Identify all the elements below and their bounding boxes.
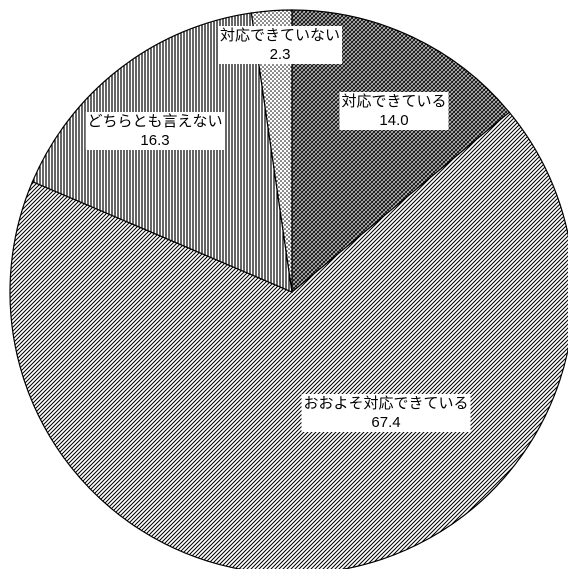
data-label-value: 2.3 [270, 46, 291, 63]
data-label-2: おおよそ対応できている 67.4 [301, 394, 471, 432]
pie-slice-3 [31, 12, 293, 293]
data-label-value: 16.3 [140, 132, 169, 149]
pie-slice-1 [291, 9, 511, 294]
data-label-4: 対応できていない 2.3 [217, 26, 343, 64]
data-label-category: どちらとも言えない [87, 113, 222, 130]
data-label-background [85, 112, 225, 150]
data-label-background [301, 394, 471, 432]
data-label-category: 対応できている [341, 93, 446, 110]
data-label-category: 対応できていない [220, 27, 340, 44]
data-label-background [217, 26, 343, 64]
pie-slice-4 [250, 9, 293, 293]
data-label-3: どちらとも言えない 16.3 [85, 112, 225, 150]
data-label-value: 14.0 [379, 112, 408, 129]
data-label-1: 対応できている 14.0 [339, 92, 449, 130]
data-label-background [339, 92, 449, 130]
pie-slice-2 [9, 111, 568, 569]
data-label-category: おおよそ対応できている [303, 395, 468, 412]
data-label-value: 67.4 [371, 414, 400, 431]
